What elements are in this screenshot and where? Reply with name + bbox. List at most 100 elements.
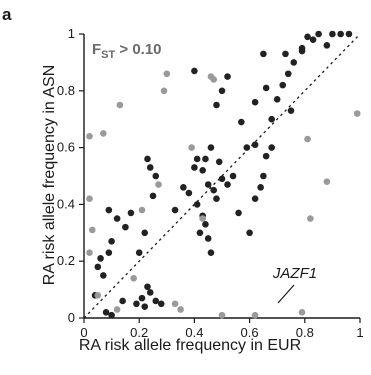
fst-threshold: > 0.10 [115,41,161,58]
x-tick-label: 1 [356,325,363,340]
data-point-low-fst [213,195,220,203]
data-point-low-fst [287,107,295,114]
data-point-low-fst [100,272,107,279]
data-point-low-fst [309,36,317,43]
data-point-high-fst [218,311,226,319]
data-point-low-fst [251,195,259,203]
data-point-low-fst [268,115,275,123]
panel-label: a [2,5,12,24]
data-point-low-fst [323,42,331,49]
data-point-low-fst [284,70,292,78]
jazf1-label: JAZF1 [272,265,317,282]
data-point-low-fst [229,172,237,180]
data-point-low-fst [202,220,209,228]
x-tick-label: 0.8 [296,325,314,340]
data-point-low-fst [122,223,129,231]
y-tick-label: 0.4 [57,196,75,211]
data-point-high-fst [160,87,168,95]
data-point-low-fst [235,209,242,217]
data-point-low-fst [141,303,149,310]
data-point-low-fst [224,181,231,188]
data-point-low-fst [146,164,154,171]
data-point-low-fst [224,73,231,80]
data-point-low-fst [204,235,212,242]
data-point-low-fst [246,229,253,237]
data-point-high-fst [210,76,218,83]
data-point-low-fst [262,84,270,92]
data-point-low-fst [337,30,344,38]
data-point-low-fst [102,309,110,316]
fst-annotation: FST > 0.10 [92,41,162,61]
data-point-high-fst [171,300,179,308]
data-point-high-fst [94,291,102,299]
data-point-high-fst [88,226,96,234]
data-point-high-fst [199,215,206,222]
data-point-high-fst [86,132,93,140]
data-point-low-fst [113,215,121,222]
data-point-low-fst [268,144,275,151]
data-point-low-fst [146,289,154,296]
data-point-low-fst [135,249,143,256]
data-point-low-fst [202,155,209,163]
data-point-low-fst [105,249,113,256]
data-point-low-fst [273,96,281,103]
data-point-low-fst [119,297,126,305]
data-point-low-fst [144,155,151,163]
x-axis-title: RA risk allele frequency in EUR [79,337,301,354]
data-point-low-fst [204,181,212,188]
data-point-low-fst [196,229,204,237]
data-point-low-fst [199,167,206,174]
data-point-low-fst [144,283,151,291]
data-point-low-fst [138,294,146,302]
data-point-high-fst [307,215,314,222]
data-point-low-fst [108,238,115,245]
data-point-low-fst [298,47,306,55]
data-point-low-fst [304,33,311,41]
data-point-high-fst [113,306,121,313]
y-axis-title: RA risk allele frequency in ASN [41,65,58,286]
y-tick-label: 0 [68,310,75,325]
data-point-high-fst [116,101,124,109]
y-tick-label: 0.8 [57,83,75,98]
x-tick-label: 0.2 [130,325,148,340]
data-point-low-fst [157,300,165,308]
data-point-low-fst [152,172,160,180]
data-point-low-fst [251,98,259,106]
data-point-high-fst [86,249,93,256]
y-tick-label: 0.2 [57,253,75,268]
data-point-low-fst [251,141,259,149]
data-point-high-fst [251,311,259,319]
data-point-high-fst [177,306,184,313]
data-point-low-fst [193,155,201,163]
data-point-low-fst [191,67,198,75]
data-point-low-fst [238,118,245,126]
data-point-low-fst [262,152,270,160]
data-point-high-fst [188,144,195,151]
data-point-low-fst [133,300,140,308]
data-point-low-fst [345,30,353,38]
data-point-low-fst [141,229,149,237]
data-point-low-fst [329,30,336,38]
data-point-high-fst [138,206,146,214]
data-point-low-fst [290,59,298,66]
data-point-high-fst [163,70,171,78]
data-point-low-fst [207,249,215,256]
data-point-low-fst [152,297,160,305]
data-point-low-fst [282,50,289,58]
data-point-low-fst [257,184,264,191]
data-point-low-fst [127,209,135,217]
data-point-low-fst [94,263,102,271]
data-point-low-fst [180,184,187,191]
points-layer [86,30,361,319]
data-point-high-fst [100,130,107,137]
data-point-low-fst [193,201,201,208]
data-point-low-fst [315,30,322,38]
data-point-low-fst [97,255,104,262]
data-point-low-fst [171,206,179,214]
fst-subscript: ST [101,49,115,61]
data-point-low-fst [210,186,218,194]
data-point-low-fst [243,144,251,151]
x-tick-label: 0.4 [185,325,203,340]
data-point-low-fst [218,175,226,183]
